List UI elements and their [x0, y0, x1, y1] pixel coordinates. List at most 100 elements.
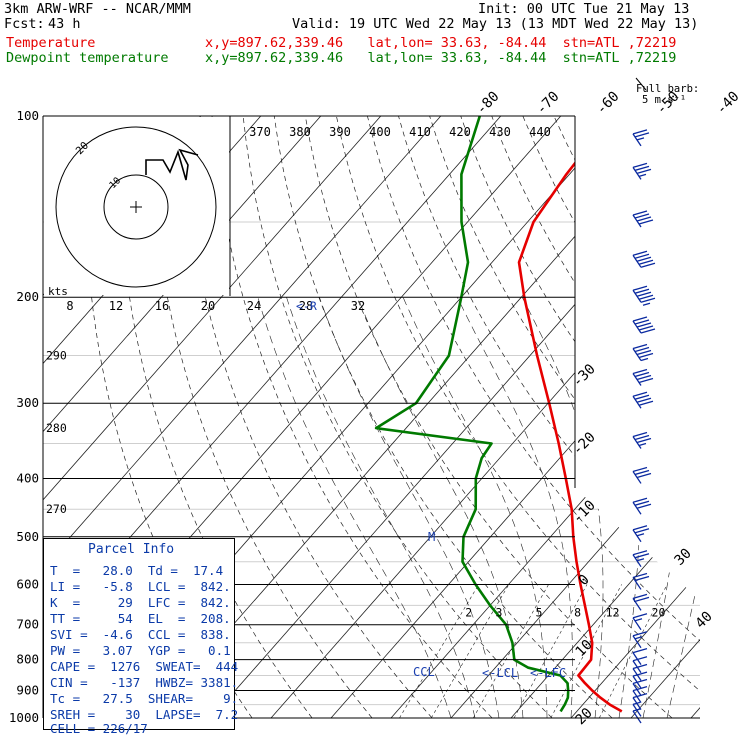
hodograph-ring: [103, 174, 169, 240]
wind-barb-flag: [632, 129, 648, 135]
wind-barb-flag: [632, 285, 648, 291]
parcel-row: SVI = -4.6 CCL = 838.: [50, 627, 231, 642]
parcel-row: K = 29 LFC = 842.: [50, 595, 231, 610]
wind-barb-flag: [632, 391, 648, 397]
wind-barb-flag: [634, 346, 650, 353]
dry-adiabat: [646, 116, 700, 718]
wind-barb-flag: [632, 550, 648, 556]
pressure-tick-label: 500: [16, 529, 39, 544]
wind-barb-flag: [632, 678, 648, 685]
dry-adiabat: [709, 116, 740, 718]
wind-barb-flag: [636, 472, 652, 479]
wind-barb-flag: [632, 648, 648, 654]
wind-barb-flag: [636, 216, 652, 222]
wind-barb-half: [638, 173, 647, 177]
wind-barb-flag: [632, 685, 648, 692]
dry-adiabat-label: 290: [46, 349, 67, 363]
sounding-profiles: [374, 116, 623, 713]
theta-label: 390: [329, 125, 351, 139]
wind-barb-flag: [632, 692, 648, 699]
hodograph-speed-label: 20: [201, 299, 215, 313]
wind-barb-flag: [640, 297, 656, 303]
dry-adiabat: [615, 116, 700, 718]
wind-barb-flag: [632, 431, 648, 438]
parcel-row: CIN = -137 HWBZ= 3381.: [50, 675, 239, 690]
wind-barb-staff: [632, 635, 642, 649]
mixing-ratio-label: 2: [465, 605, 472, 619]
wind-barb-flag: [634, 394, 650, 400]
wind-barb-flag: [634, 253, 650, 259]
wind-barb-flag: [632, 525, 648, 531]
wind-barb-flag: [632, 343, 648, 350]
wind-barb-flag: [634, 132, 650, 138]
wind-barb-staff: [632, 675, 642, 689]
wind-barb: [632, 692, 648, 710]
wind-barb-flag: [634, 469, 650, 476]
dry-adiabat: [336, 116, 700, 718]
hodograph-speed-unit: kts: [48, 285, 68, 298]
wind-barb-flag: [632, 663, 648, 670]
hodograph-trace: [145, 148, 199, 181]
parcel-row: TT = 54 EL = 208.: [50, 611, 231, 626]
dry-adiabat: [553, 116, 700, 718]
moist-adiabat: [257, 297, 452, 718]
legend-temperature-label: Temperature: [6, 35, 96, 51]
fcst-label: Fcst:: [4, 16, 45, 32]
wind-barb-staff: [632, 598, 642, 611]
wind-barb-flag: [636, 291, 652, 297]
wind-barb-flag: [632, 316, 648, 322]
wind-barb-flag: [636, 168, 652, 174]
wind-barb: [632, 572, 650, 590]
isotherm: [43, 116, 442, 718]
hodograph-speed-label: 32: [351, 299, 365, 313]
wind-barb: [632, 129, 650, 147]
full-barb-value: 5 m s⁻¹: [642, 94, 687, 106]
init-time: Init: 00 UTC Tue 21 May 13: [478, 1, 690, 17]
wind-barb-flag: [636, 322, 652, 328]
wind-barb: [632, 593, 650, 611]
moist-adiabat: [357, 297, 524, 718]
moist-adiabat: [666, 297, 700, 718]
isotherm-label: -80: [473, 89, 502, 118]
wind-barb-half: [638, 442, 647, 447]
wind-barb-flag: [632, 593, 648, 599]
wind-barb-flag: [634, 575, 650, 582]
wind-barb-flag: [638, 219, 654, 225]
wind-barb-flag: [632, 210, 648, 216]
isotherm: [210, 116, 700, 718]
parcel-row: CELL = 226/17: [50, 721, 148, 736]
wind-barb: [632, 671, 648, 689]
parcel-row: PW = 3.07 YGP = 0.1: [50, 643, 231, 658]
theta-label: 400: [369, 125, 391, 139]
theta-label: 380: [289, 125, 311, 139]
dry-adiabat: [149, 116, 373, 718]
isotherm-label: -40: [713, 89, 740, 118]
isotherm: [570, 116, 700, 718]
pressure-tick-label: 800: [16, 652, 39, 667]
legend-dewpoint-label: Dewpoint temperature: [6, 50, 169, 66]
wind-barb: [632, 525, 650, 543]
theta-label: 430: [489, 125, 511, 139]
wind-barb-staff: [632, 690, 642, 703]
isotherm: [450, 116, 700, 718]
wind-barb: [632, 613, 648, 631]
wind-barb-flag: [634, 213, 650, 219]
parcel-row: T = 28.0 Td = 17.4: [50, 563, 224, 578]
wind-barb: [632, 466, 652, 484]
wind-barb: [632, 162, 652, 180]
mixing-ratio-line: [550, 584, 622, 718]
dry-adiabat: [584, 116, 700, 718]
theta-label: 410: [409, 125, 431, 139]
wind-barb: [632, 648, 648, 666]
mixing-ratio-label: 8: [574, 605, 581, 619]
wind-barb-flag: [632, 671, 648, 677]
wind-barb: [632, 316, 656, 334]
parcel-marker-label: <-LCL: [482, 666, 518, 680]
wind-barb-flag: [634, 371, 650, 378]
wind-barb-flag: [632, 613, 648, 619]
hodograph-speed-label: 12: [109, 299, 123, 313]
wind-barb-flag: [632, 497, 648, 503]
axis-labels: 100 200 300 400 500 600 700 800 900 1000 -80 -70 -60…: [9, 89, 740, 729]
